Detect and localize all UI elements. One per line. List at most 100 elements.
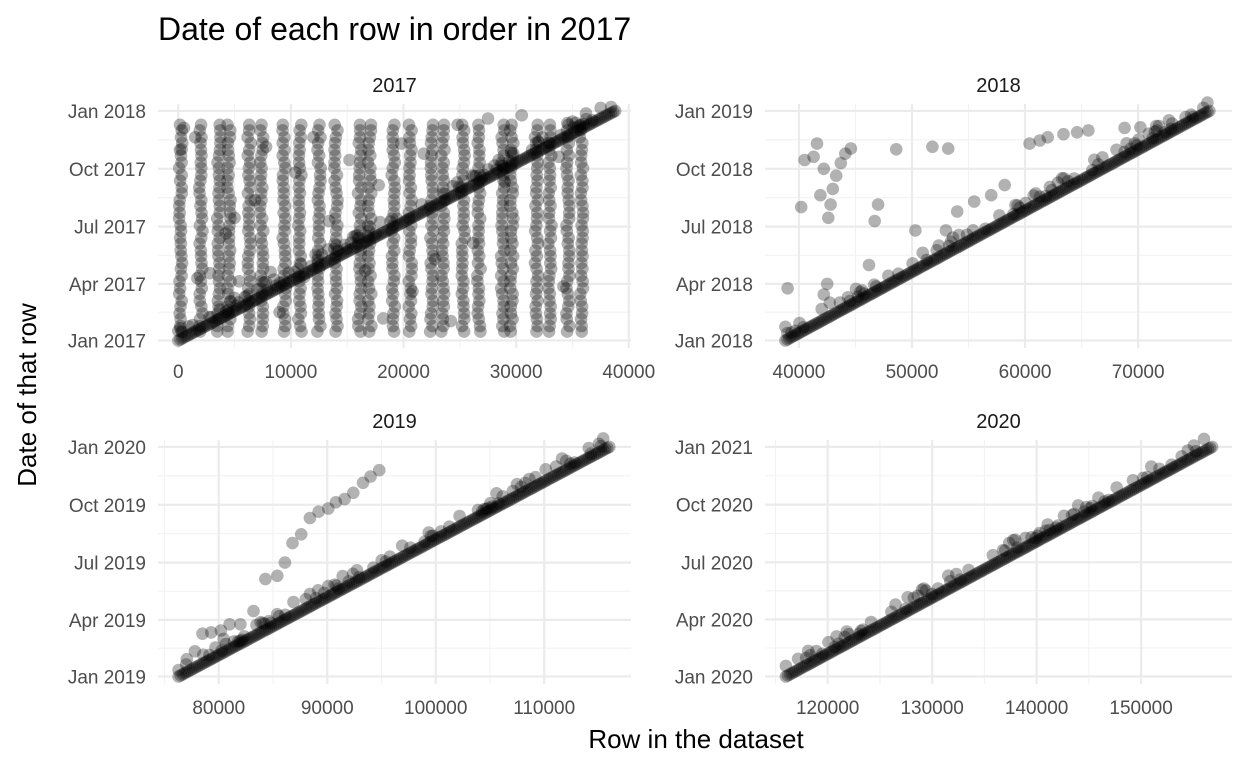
data-point bbox=[544, 249, 557, 263]
data-point bbox=[594, 112, 607, 125]
data-point bbox=[279, 282, 293, 295]
data-point bbox=[544, 131, 557, 144]
data-point bbox=[175, 168, 188, 182]
data-point bbox=[242, 212, 256, 225]
data-point bbox=[542, 193, 556, 207]
data-point bbox=[351, 312, 365, 326]
data-point bbox=[555, 452, 569, 465]
data-point bbox=[450, 187, 464, 201]
data-point bbox=[1031, 529, 1044, 543]
data-point bbox=[853, 285, 867, 299]
data-point bbox=[497, 244, 511, 257]
data-point bbox=[338, 492, 351, 506]
data-point bbox=[180, 665, 194, 679]
data-point bbox=[364, 269, 377, 283]
data-point bbox=[882, 269, 895, 283]
data-point bbox=[564, 461, 577, 475]
data-point bbox=[196, 321, 210, 334]
data-point bbox=[242, 168, 255, 182]
data-point bbox=[386, 319, 400, 333]
data-point bbox=[1084, 169, 1097, 182]
data-point bbox=[1142, 474, 1156, 488]
data-point bbox=[1152, 131, 1166, 145]
data-point bbox=[292, 231, 306, 245]
data-point bbox=[530, 181, 543, 194]
data-point bbox=[779, 659, 793, 673]
data-point bbox=[416, 540, 430, 553]
data-point bbox=[448, 188, 462, 202]
data-point bbox=[1041, 131, 1054, 144]
data-point bbox=[284, 275, 297, 288]
data-point bbox=[561, 131, 574, 144]
data-point bbox=[596, 432, 610, 445]
data-point bbox=[450, 176, 464, 189]
data-point bbox=[921, 593, 935, 607]
data-point bbox=[575, 122, 589, 135]
data-point bbox=[249, 293, 262, 307]
data-point bbox=[1075, 510, 1089, 524]
data-point bbox=[820, 648, 833, 661]
data-point bbox=[514, 480, 528, 494]
data-point bbox=[351, 187, 365, 200]
data-point bbox=[195, 206, 208, 220]
data-point bbox=[844, 635, 858, 648]
data-point bbox=[386, 287, 400, 301]
data-point bbox=[177, 121, 191, 135]
data-point bbox=[175, 136, 189, 150]
data-point bbox=[386, 124, 400, 137]
data-point bbox=[352, 574, 366, 587]
data-point bbox=[172, 212, 186, 225]
data-point bbox=[500, 495, 514, 508]
data-point bbox=[385, 556, 399, 570]
data-point bbox=[913, 598, 927, 611]
data-point bbox=[475, 171, 489, 184]
data-point bbox=[332, 584, 345, 598]
data-point bbox=[267, 283, 281, 297]
x-tick-label: 90000 bbox=[301, 698, 354, 719]
data-point bbox=[563, 199, 576, 213]
data-point bbox=[1189, 449, 1203, 462]
data-point bbox=[423, 199, 437, 213]
data-point bbox=[554, 128, 568, 142]
data-point bbox=[539, 463, 552, 476]
data-point bbox=[230, 303, 243, 317]
data-point bbox=[405, 269, 418, 283]
data-point bbox=[511, 156, 524, 169]
data-point bbox=[276, 118, 290, 132]
data-point bbox=[988, 557, 1002, 571]
data-point bbox=[465, 180, 479, 193]
data-point bbox=[801, 644, 815, 658]
data-point bbox=[203, 317, 216, 331]
data-point bbox=[1071, 499, 1085, 512]
data-point bbox=[826, 182, 840, 196]
data-point bbox=[355, 300, 368, 313]
data-point bbox=[834, 640, 847, 654]
data-point bbox=[848, 633, 862, 646]
data-point bbox=[425, 237, 439, 250]
data-point bbox=[424, 256, 438, 270]
data-point bbox=[389, 554, 403, 567]
data-point bbox=[854, 624, 868, 638]
data-point bbox=[293, 294, 306, 308]
data-point bbox=[463, 181, 476, 194]
data-point bbox=[1057, 520, 1071, 533]
data-point bbox=[264, 265, 277, 279]
data-point bbox=[956, 238, 970, 251]
data-point bbox=[294, 269, 308, 283]
x-tick-label: 120000 bbox=[796, 698, 859, 719]
data-point bbox=[789, 324, 802, 338]
data-point bbox=[996, 553, 1010, 566]
data-point bbox=[328, 252, 341, 265]
data-point bbox=[424, 231, 437, 245]
data-point bbox=[277, 237, 291, 250]
data-point bbox=[1011, 541, 1024, 554]
data-point bbox=[174, 262, 188, 276]
data-point bbox=[878, 280, 891, 294]
data-point bbox=[455, 187, 468, 200]
data-point bbox=[544, 256, 557, 270]
data-point bbox=[490, 163, 503, 176]
data-point bbox=[212, 149, 226, 162]
data-point bbox=[1197, 432, 1211, 446]
data-point bbox=[506, 294, 519, 308]
data-point bbox=[457, 300, 470, 313]
